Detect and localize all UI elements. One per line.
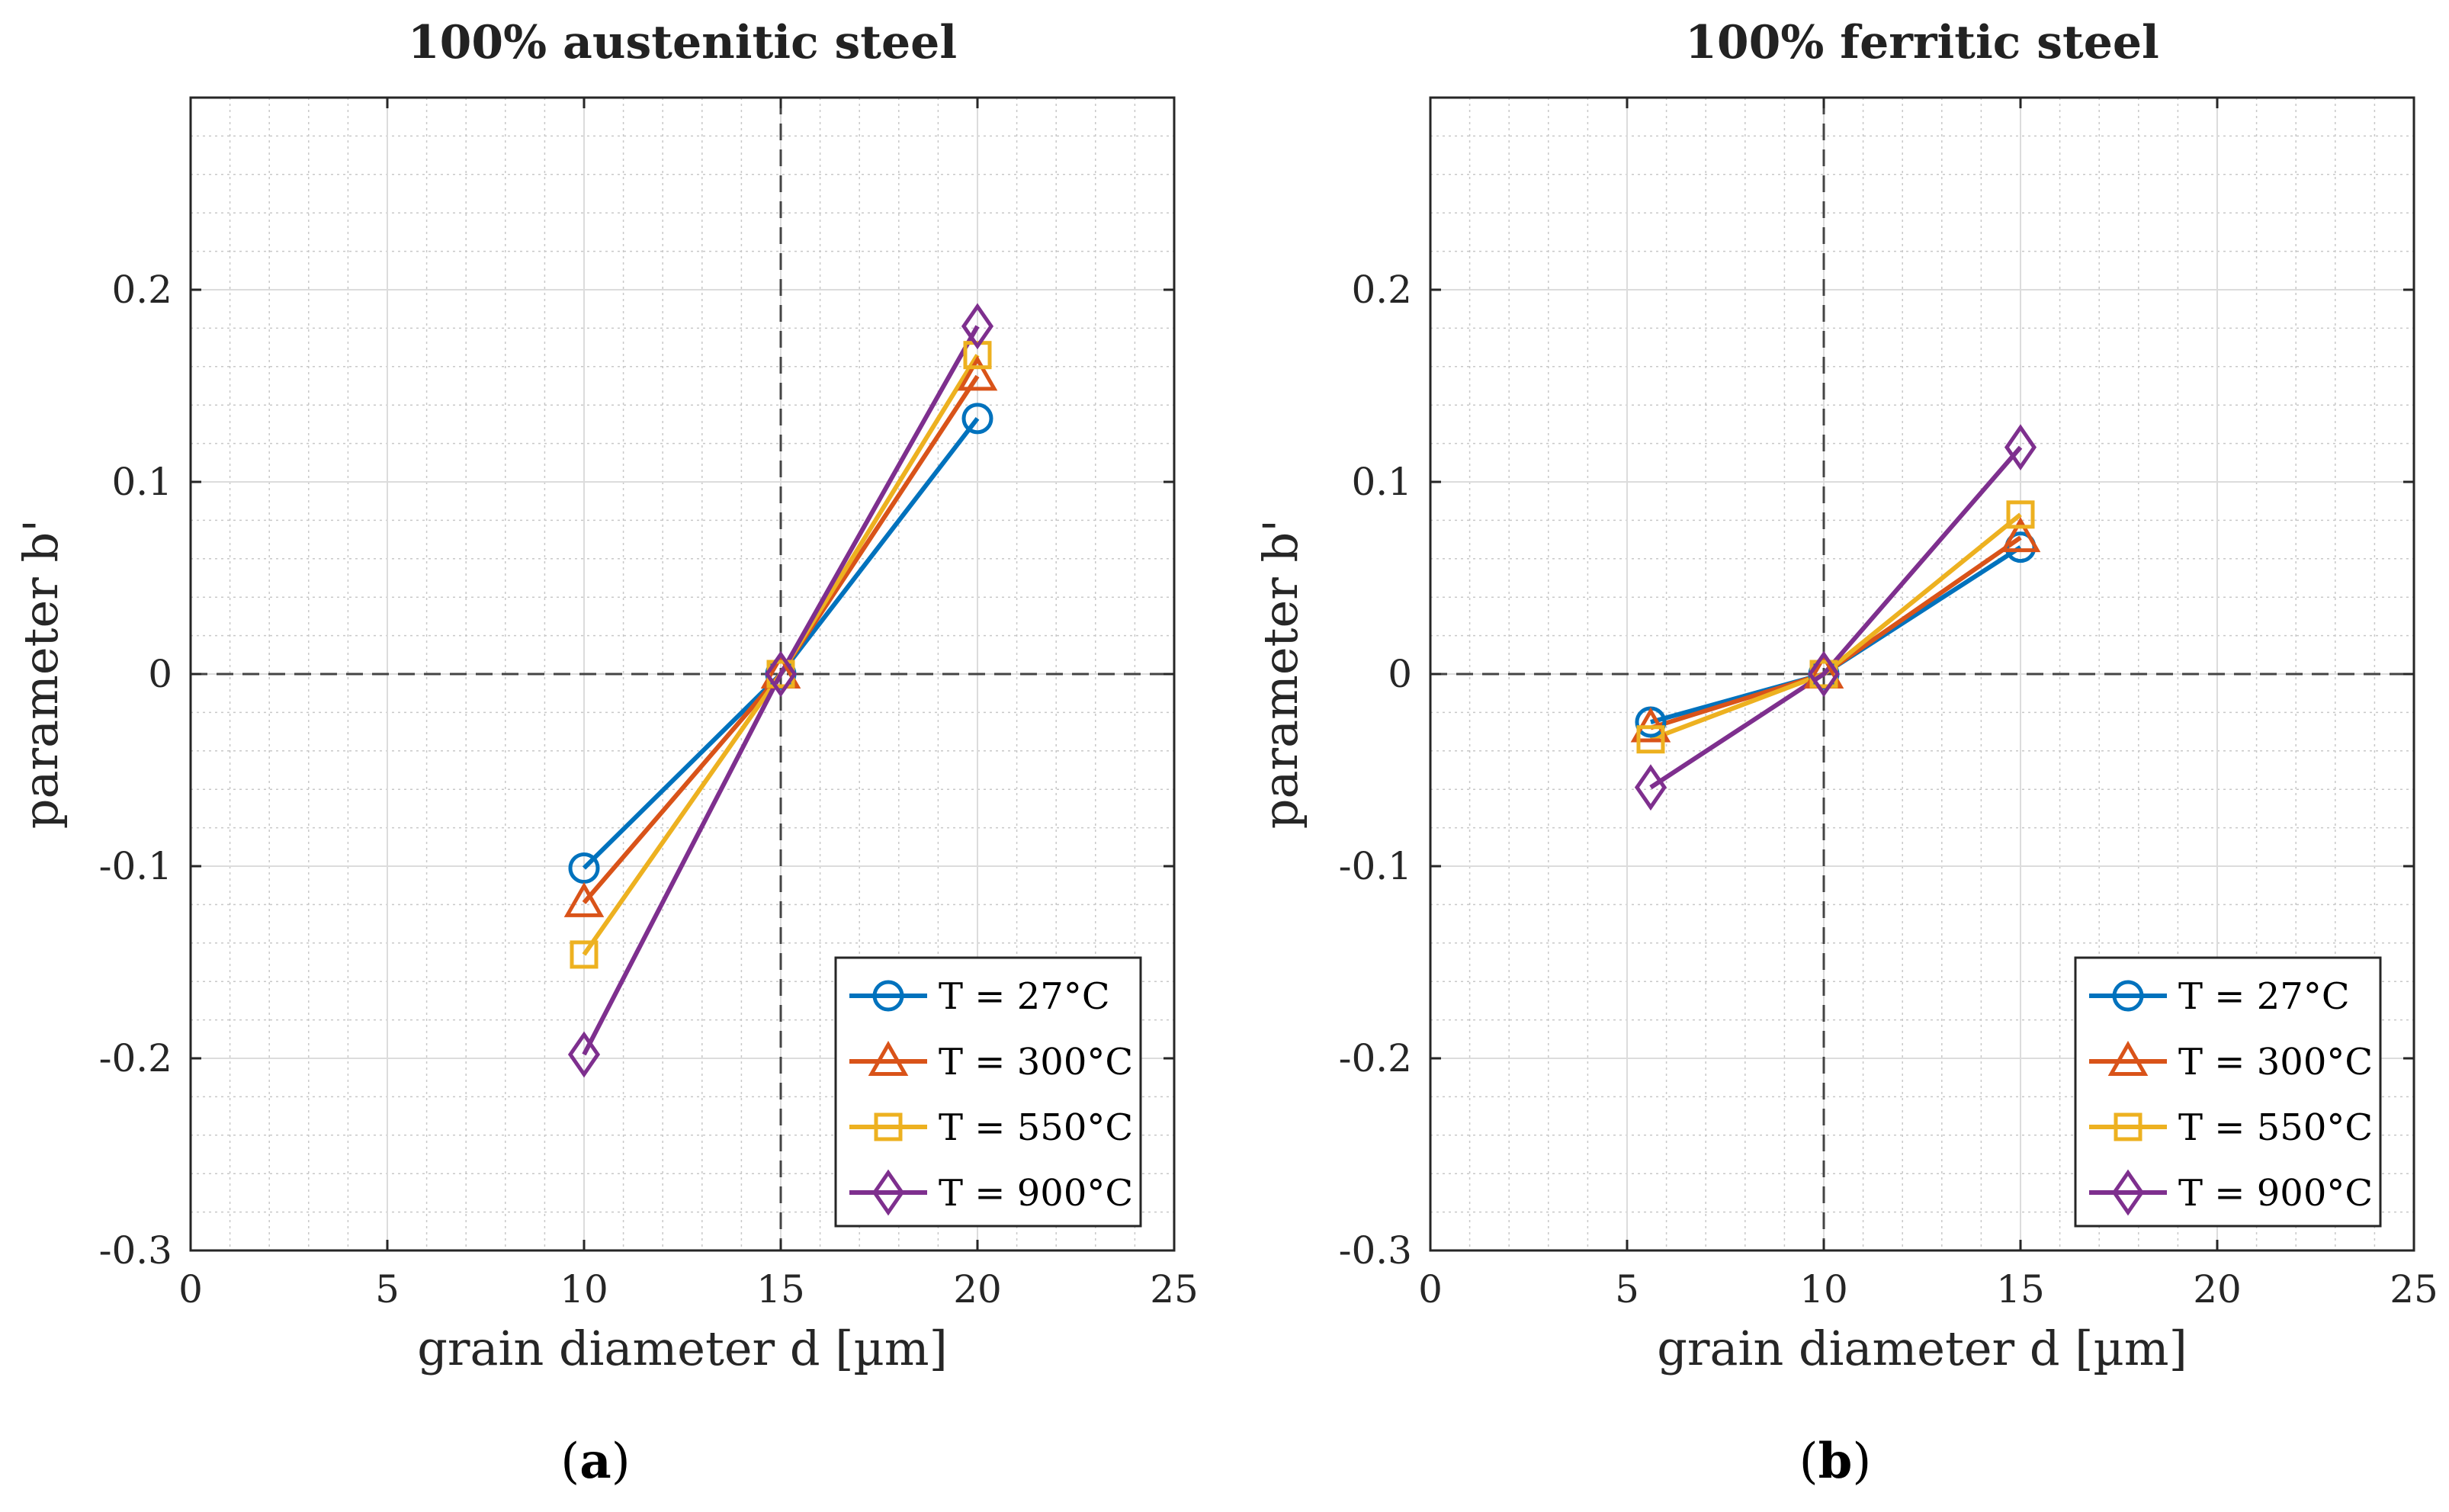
data-point-diamond <box>1634 764 1667 811</box>
panel-label-open: ( <box>1799 1433 1818 1490</box>
y-tick-label: -0.3 <box>1339 1228 1412 1273</box>
panel-label: (b) <box>1799 1433 1872 1490</box>
minor-grid <box>1430 98 2414 1250</box>
data-point-square <box>1636 725 1665 754</box>
x-tick-label: 10 <box>560 1267 608 1311</box>
y-axis-label: parameter b' <box>13 519 69 829</box>
y-tick-label: 0.2 <box>111 268 172 312</box>
legend-marker-circle <box>2112 980 2144 1012</box>
panel-label-open: ( <box>560 1433 579 1490</box>
legend: T = 27°C T = 300°C T = 550°C T = 900°C <box>834 956 1142 1228</box>
legend-marker-square <box>874 1112 903 1141</box>
y-tick-label: 0.2 <box>1351 268 1412 312</box>
x-tick-label: 10 <box>1799 1267 1848 1311</box>
series-line-diamond <box>582 325 980 1056</box>
chart-title: 100% austenitic steel <box>408 16 957 69</box>
legend-marker-square <box>2114 1112 2142 1141</box>
x-axis-label: grain diameter d [µm] <box>417 1321 948 1376</box>
legend-entry: T = 27°C <box>939 975 1110 1018</box>
legend-entry: T = 900°C <box>2178 1172 2373 1215</box>
panel-label-letter: a <box>579 1433 611 1490</box>
x-tick-label: 15 <box>756 1267 805 1311</box>
data-point-triangle <box>2000 517 2041 553</box>
legend-marker-diamond <box>871 1169 905 1216</box>
x-tick-label: 5 <box>375 1267 400 1311</box>
data-point-diamond <box>764 650 798 698</box>
x-tick-label: 0 <box>178 1267 203 1311</box>
x-tick-label: 5 <box>1615 1267 1639 1311</box>
data-point-square <box>570 940 599 969</box>
y-axis-label: parameter b' <box>1253 519 1308 829</box>
x-tick-label: 20 <box>2193 1267 2242 1311</box>
legend-marker-triangle <box>868 1040 909 1076</box>
y-tick-label: 0.1 <box>111 460 172 504</box>
panel-label-close: ) <box>611 1433 631 1490</box>
panel-a: 0 5 10 15 20 25 -0.3 -0.2 -0.1 0 0.1 0.2 100% austen… <box>13 16 1199 1490</box>
data-point-diamond <box>2004 424 2037 471</box>
x-tick-label: 25 <box>2390 1267 2438 1311</box>
tick-marks <box>1429 98 2415 1252</box>
x-axis-label: grain diameter d [µm] <box>1657 1321 2187 1376</box>
data-point-square <box>2006 500 2035 529</box>
data-point-triangle <box>563 881 605 917</box>
legend-box <box>2074 956 2382 1228</box>
legend-entry: T = 27°C <box>2178 975 2350 1018</box>
tick-marks <box>189 98 1176 1252</box>
panel-b: 0 5 10 15 20 25 -0.3 -0.2 -0.1 0 0.1 0.2 100% ferrit… <box>1253 16 2438 1490</box>
panel-label-close: ) <box>1852 1433 1871 1490</box>
y-tick-label: -0.1 <box>99 844 172 888</box>
legend-marker-diamond <box>2111 1169 2145 1216</box>
legend-entry: T = 900°C <box>939 1172 1133 1215</box>
legend: T = 27°C T = 300°C T = 550°C T = 900°C <box>2074 956 2382 1228</box>
data-point-diamond <box>961 303 994 350</box>
x-tick-label: 20 <box>953 1267 1002 1311</box>
legend-marker-triangle <box>2107 1040 2149 1076</box>
legend-entry: T = 300°C <box>939 1041 1133 1083</box>
y-tick-label: 0 <box>148 652 172 696</box>
series-line-diamond <box>1649 445 2023 790</box>
data-point-triangle <box>957 355 998 391</box>
data-point-circle <box>961 403 993 435</box>
y-tick-label: -0.2 <box>99 1036 172 1080</box>
legend-entry: T = 550°C <box>939 1106 1133 1149</box>
data-point-diamond <box>1807 650 1841 698</box>
y-tick-label: -0.2 <box>1339 1036 1412 1080</box>
legend-entry: T = 550°C <box>2178 1106 2373 1149</box>
data-point-circle <box>568 852 600 884</box>
x-tick-label: 0 <box>1418 1267 1443 1311</box>
y-tick-label: 0.1 <box>1351 460 1412 504</box>
y-tick-label: -0.1 <box>1339 844 1412 888</box>
y-tick-label: -0.3 <box>99 1228 172 1273</box>
y-tick-label: 0 <box>1388 652 1412 696</box>
x-tick-label: 25 <box>1150 1267 1199 1311</box>
data-point-diamond <box>567 1031 601 1078</box>
chart-title: 100% ferritic steel <box>1685 16 2159 69</box>
x-tick-label: 15 <box>1996 1267 2045 1311</box>
legend-entry: T = 300°C <box>2178 1041 2373 1083</box>
legend-box <box>834 956 1142 1228</box>
panel-label: (a) <box>560 1433 630 1490</box>
legend-marker-circle <box>872 980 904 1012</box>
panel-label-letter: b <box>1818 1433 1853 1490</box>
